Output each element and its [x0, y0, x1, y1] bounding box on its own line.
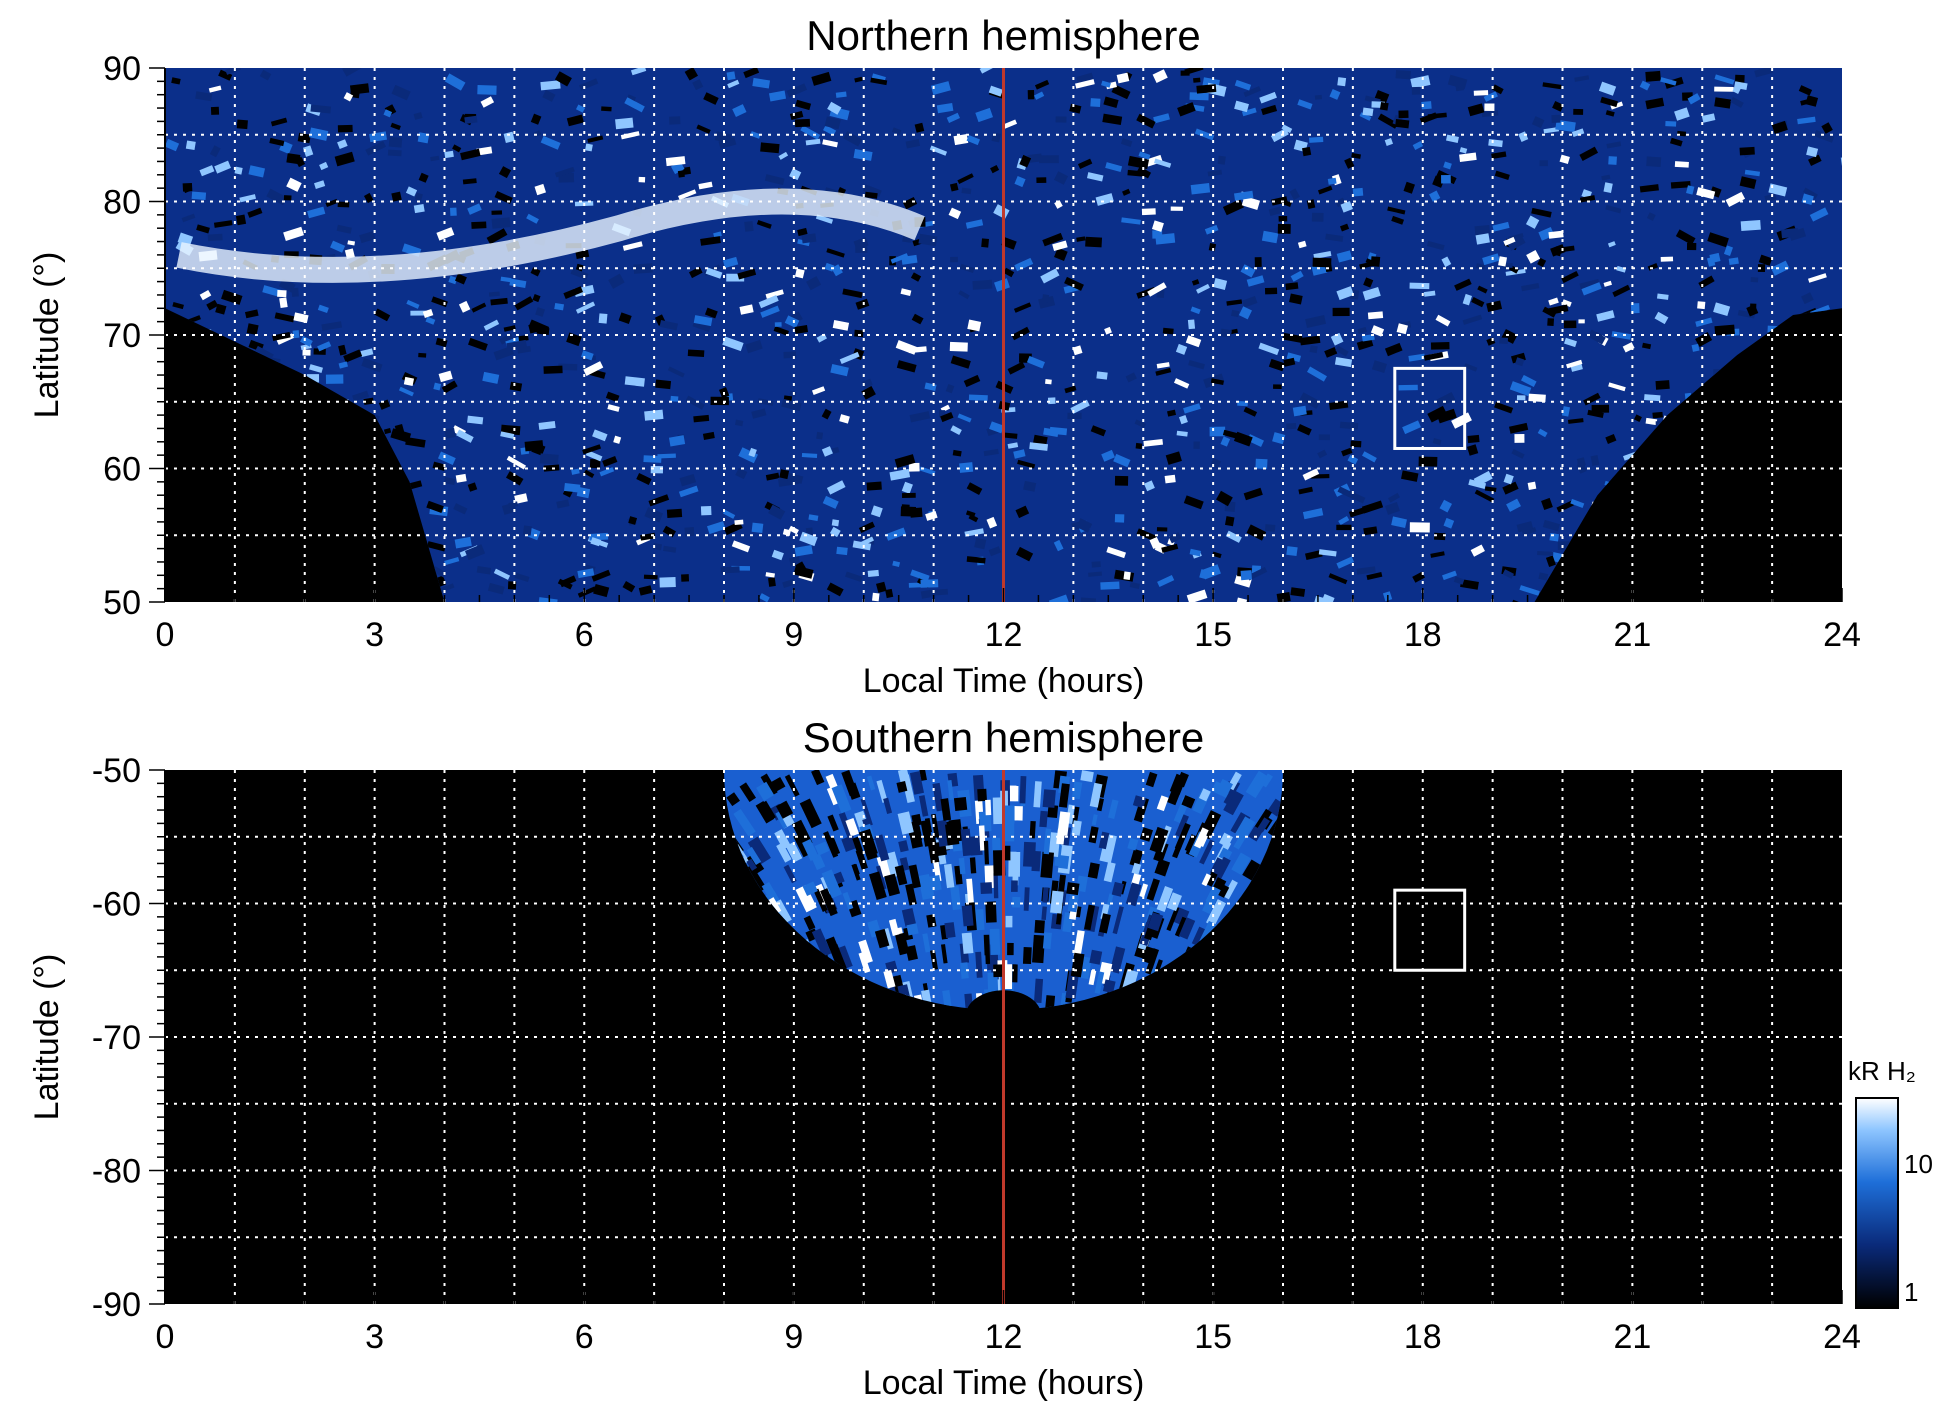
colorbar-tick-10: 10: [1904, 1149, 1933, 1179]
y-tick-label: 90: [103, 50, 141, 88]
y-axis-label: Latitude (°): [28, 252, 66, 419]
x-tick-label: 0: [156, 1318, 175, 1356]
y-tick-label: -60: [92, 886, 141, 924]
y-tick-label: -50: [92, 752, 141, 790]
x-axis-label: Local Time (hours): [863, 662, 1145, 700]
colorbar-tick-1: 1: [1904, 1277, 1918, 1307]
x-tick-label: 12: [985, 616, 1023, 654]
y-tick-label: 60: [103, 451, 141, 489]
chart-panel-north: 0 3 6 9 12 15 18 21 24 50 60 70 80 90 Northern hemisph…: [28, 12, 1861, 700]
y-tick-label: -90: [92, 1286, 141, 1324]
x-tick-label: 18: [1404, 1318, 1442, 1356]
x-tick-label: 15: [1194, 616, 1232, 654]
axes: 0 3 6 9 12 15 18 21 24 50 60 70 80 90: [103, 50, 1861, 654]
colorbar-gradient: [1855, 1097, 1899, 1309]
chart-title: Northern hemisphere: [806, 12, 1201, 59]
x-tick-label: 15: [1194, 1318, 1232, 1356]
auroral-arc: [176, 188, 925, 283]
x-tick-label: 6: [575, 1318, 594, 1356]
chart-panel-south: 0 3 6 9 12 15 18 21 24 -50 -60 -70 -80 -90 Southern he…: [28, 714, 1861, 1402]
x-tick-label: 9: [784, 1318, 803, 1356]
y-tick-label: -70: [92, 1019, 141, 1057]
y-tick-label: 70: [103, 317, 141, 355]
y-tick-label: -80: [92, 1153, 141, 1191]
y-tick-label: 50: [103, 584, 141, 622]
colorbar-label: kR H₂: [1848, 1056, 1916, 1086]
marked-box: [1393, 366, 1467, 450]
x-axis-label: Local Time (hours): [863, 1364, 1145, 1402]
colorbar: kR H₂ 10 1: [1848, 1056, 1933, 1309]
chart-title: Southern hemisphere: [803, 714, 1205, 761]
x-tick-label: 24: [1823, 1318, 1861, 1356]
axes: 0 3 6 9 12 15 18 21 24 -50 -60 -70 -80 -90: [92, 752, 1861, 1356]
x-tick-label: 18: [1404, 616, 1442, 654]
x-tick-label: 21: [1613, 1318, 1651, 1356]
x-tick-label: 3: [365, 616, 384, 654]
x-tick-label: 3: [365, 1318, 384, 1356]
x-tick-label: 0: [156, 616, 175, 654]
y-axis-label: Latitude (°): [28, 954, 66, 1121]
y-tick-label: 80: [103, 184, 141, 222]
x-tick-label: 21: [1613, 616, 1651, 654]
x-tick-label: 24: [1823, 616, 1861, 654]
x-tick-label: 12: [985, 1318, 1023, 1356]
x-tick-label: 9: [784, 616, 803, 654]
x-tick-label: 6: [575, 616, 594, 654]
marked-box: [1393, 888, 1467, 972]
